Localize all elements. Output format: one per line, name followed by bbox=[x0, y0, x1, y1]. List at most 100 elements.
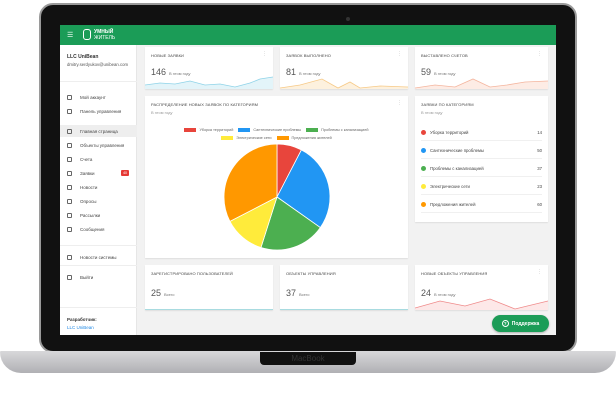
developer-link[interactable]: LLC UniBean bbox=[67, 325, 94, 330]
card-invoices: ВЫСТАВЛЕНО СЧЕТОВ ⋮ 59 В этом году bbox=[415, 47, 548, 89]
stat-value: 146 bbox=[151, 67, 167, 77]
developer-label: Разработчик: bbox=[67, 317, 97, 322]
legend-item[interactable]: Уборка территорий bbox=[184, 128, 233, 132]
legend-swatch bbox=[306, 128, 319, 132]
divider bbox=[60, 265, 137, 266]
sidebar-item-4[interactable]: Счета bbox=[60, 153, 137, 165]
more-icon[interactable]: ⋮ bbox=[537, 51, 542, 57]
sidebar-item-label: Главная страница bbox=[80, 128, 118, 134]
sidebar-item-10[interactable]: Новости системы bbox=[60, 251, 137, 263]
more-icon[interactable]: ⋮ bbox=[262, 51, 267, 57]
pie-slice-2[interactable] bbox=[260, 196, 321, 251]
support-button[interactable]: ? Поддержка bbox=[492, 315, 549, 332]
sidebar-item-label: Выйти bbox=[80, 274, 94, 280]
sidebar-item-1[interactable]: Панель управления bbox=[60, 105, 137, 117]
sparkline bbox=[145, 76, 273, 89]
legend-item[interactable]: Сантехнические проблемы bbox=[238, 128, 301, 132]
card-title: ОБЪЕКТЫ УПРАВЛЕНИЯ bbox=[286, 271, 336, 276]
card-title: ВЫСТАВЛЕНО СЧЕТОВ bbox=[421, 53, 468, 58]
category-row: Сантехнические проблемы 50 bbox=[421, 142, 542, 159]
logout-icon bbox=[67, 274, 72, 280]
sidebar-item-7[interactable]: Опросы bbox=[60, 195, 137, 207]
pie-slice-1[interactable] bbox=[276, 149, 331, 229]
legend-swatch bbox=[238, 128, 251, 132]
camera bbox=[346, 17, 350, 21]
category-dot bbox=[421, 147, 426, 153]
sidebar-item-6[interactable]: Новости bbox=[60, 181, 137, 193]
category-row: Предложения жителей 60 bbox=[421, 196, 542, 213]
legend-swatch bbox=[221, 136, 234, 140]
sidebar-item-8[interactable]: Рассылки bbox=[60, 209, 137, 221]
legend-label: Проблемы с канализацией bbox=[321, 128, 369, 132]
stat-unit: Всего bbox=[164, 292, 175, 297]
category-dot bbox=[421, 165, 426, 171]
legend-label: Сантехнические проблемы bbox=[253, 128, 302, 132]
card-title: НОВЫЕ ЗАЯВКИ bbox=[151, 53, 185, 58]
more-icon[interactable]: ⋮ bbox=[537, 269, 542, 275]
org-name: LLC UniBean bbox=[67, 54, 99, 60]
sidebar-item-9[interactable]: Сообщения bbox=[60, 223, 137, 235]
chart-legend: Электрические сети Предложения жителей bbox=[145, 136, 408, 140]
requests-icon bbox=[67, 170, 72, 176]
card-completed: ЗАЯВОК ВЫПОЛНЕНО ⋮ 81 В этом году bbox=[280, 47, 408, 89]
category-label: Уборка территорий bbox=[430, 129, 469, 135]
card-title: НОВЫЕ ОБЪЕКТЫ УПРАВЛЕНИЯ bbox=[421, 271, 488, 276]
hamburger-icon[interactable]: ☰ bbox=[67, 32, 74, 39]
dashboard-icon bbox=[67, 108, 72, 114]
category-row: Проблемы с канализацией 37 bbox=[421, 160, 542, 177]
building-icon bbox=[67, 142, 72, 148]
stat-unit: В этом году bbox=[299, 71, 321, 76]
sidebar-item-label: Счета bbox=[80, 156, 93, 162]
logo[interactable]: УМНЫЙ ЖИТЕЛЬ bbox=[83, 29, 115, 41]
card-title: РАСПРЕДЕЛЕНИЕ НОВЫХ ЗАЯВОК ПО КАТЕГОРИЯМ bbox=[151, 102, 259, 107]
category-dot bbox=[421, 201, 426, 207]
pie-slice-4[interactable] bbox=[223, 143, 278, 222]
card-title: ЗАРЕГИСТРИРОВАНО ПОЛЬЗОВАТЕЛЕЙ bbox=[151, 271, 234, 276]
sidebar-item-11[interactable]: Выйти bbox=[60, 271, 137, 283]
category-row: Уборка территорий 14 bbox=[421, 124, 542, 141]
sidebar-item-5[interactable]: Заявки 40 bbox=[60, 167, 137, 179]
category-dot bbox=[421, 183, 426, 189]
categories-card: ЗАЯВКИ ПО КАТЕГОРИЯМ В этом году Уборка … bbox=[415, 96, 548, 222]
stat-unit: В этом году bbox=[169, 71, 191, 76]
legend-item[interactable]: Предложения жителей bbox=[276, 136, 332, 140]
rss-icon bbox=[67, 212, 72, 218]
pie-chart-card: РАСПРЕДЕЛЕНИЕ НОВЫХ ЗАЯВОК ПО КАТЕГОРИЯМ… bbox=[145, 96, 408, 258]
sidebar-item-2[interactable]: Главная страница bbox=[60, 125, 137, 137]
divider bbox=[60, 81, 137, 82]
logo-icon bbox=[83, 29, 91, 40]
card-objects: ОБЪЕКТЫ УПРАВЛЕНИЯ 37 Всего bbox=[280, 265, 408, 310]
home-icon bbox=[67, 128, 72, 134]
category-dot bbox=[421, 129, 426, 135]
sidebar-item-3[interactable]: Объекты управления bbox=[60, 139, 137, 151]
legend-item[interactable]: Электрические сети bbox=[221, 136, 272, 140]
count-badge: 40 bbox=[121, 170, 129, 176]
sidebar-item-label: Мой аккаунт bbox=[80, 94, 106, 100]
more-icon[interactable]: ⋮ bbox=[397, 100, 402, 106]
card-title: ЗАЯВКИ ПО КАТЕГОРИЯМ bbox=[421, 102, 474, 107]
help-icon: ? bbox=[501, 320, 509, 327]
legend-swatch bbox=[276, 136, 289, 140]
stat-unit: Всего bbox=[299, 292, 310, 297]
sidebar: LLC UniBean dmitry.serdyukov@unibean.com… bbox=[60, 45, 137, 335]
poll-icon bbox=[67, 198, 72, 204]
category-count: 60 bbox=[537, 201, 542, 207]
user-email: dmitry.serdyukov@unibean.com bbox=[67, 62, 129, 67]
sparkline bbox=[415, 78, 548, 89]
account-icon bbox=[67, 94, 72, 100]
stat-value: 81 bbox=[286, 67, 297, 77]
sidebar-item-label: Объекты управления bbox=[80, 142, 125, 148]
top-header: ☰ УМНЫЙ ЖИТЕЛЬ bbox=[60, 25, 556, 45]
stat-value: 37 bbox=[286, 288, 297, 298]
card-users: ЗАРЕГИСТРИРОВАНО ПОЛЬЗОВАТЕЛЕЙ 25 Всего bbox=[145, 265, 273, 310]
divider bbox=[280, 309, 408, 310]
card-new-requests: НОВЫЕ ЗАЯВКИ ⋮ 146 В этом году bbox=[145, 47, 273, 89]
divider bbox=[60, 307, 137, 308]
divider bbox=[60, 245, 137, 246]
more-icon[interactable]: ⋮ bbox=[397, 51, 402, 57]
legend-item[interactable]: Проблемы с канализацией bbox=[306, 128, 369, 132]
sidebar-item-label: Новости системы bbox=[80, 254, 117, 260]
message-icon bbox=[67, 226, 72, 232]
sidebar-item-0[interactable]: Мой аккаунт bbox=[60, 91, 137, 103]
sidebar-item-label: Заявки bbox=[80, 170, 95, 176]
